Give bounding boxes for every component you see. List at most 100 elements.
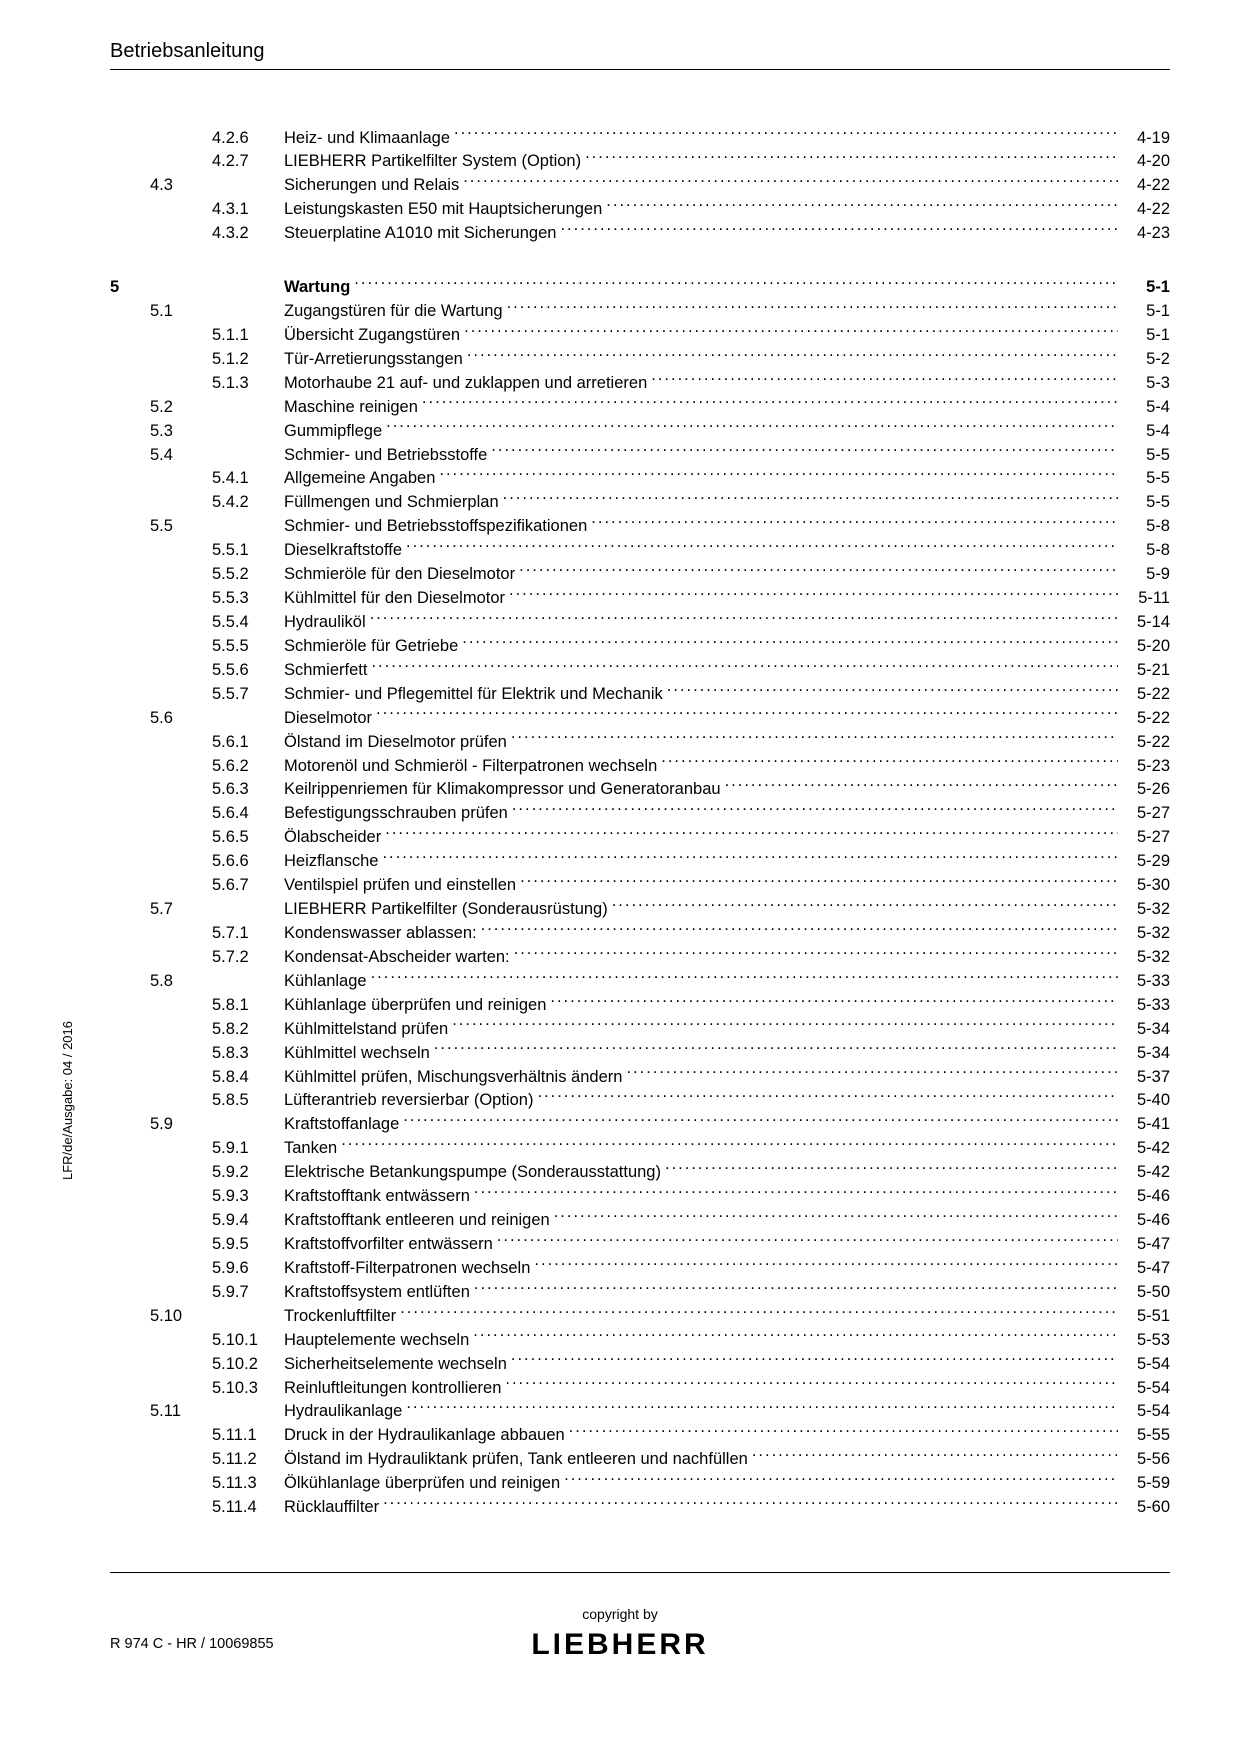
- toc-section-number: 5.4: [150, 444, 212, 467]
- toc-page-number: 5-1: [1118, 276, 1170, 299]
- toc-entry-title: Schmierfett: [284, 659, 371, 682]
- toc-row: 5.10.1Hauptelemente wechseln 5-53: [110, 1328, 1170, 1352]
- toc-subsection-number: 5.7.2: [212, 946, 284, 969]
- toc-page-number: 5-5: [1118, 467, 1170, 490]
- toc-page-number: 5-40: [1118, 1089, 1170, 1112]
- toc-leader-dots: [462, 634, 1118, 651]
- toc-section-number: 5.3: [150, 420, 212, 443]
- toc-entry-title: Hauptelemente wechseln: [284, 1329, 473, 1352]
- toc-leader-dots: [554, 1209, 1118, 1226]
- toc-page-number: 5-4: [1118, 396, 1170, 419]
- toc-page-number: 5-8: [1118, 515, 1170, 538]
- toc-leader-dots: [385, 826, 1118, 843]
- toc-leader-dots: [452, 1017, 1118, 1034]
- toc-row: 5.6.3Keilrippenriemen für Klimakompresso…: [110, 778, 1170, 802]
- toc-subsection-number: 5.9.7: [212, 1281, 284, 1304]
- toc-leader-dots: [383, 1496, 1118, 1513]
- toc-subsection-number: 5.6.5: [212, 826, 284, 849]
- toc-page-number: 5-21: [1118, 659, 1170, 682]
- toc-page-number: 5-34: [1118, 1042, 1170, 1065]
- toc-entry-title: Schmier- und Betriebsstoffe: [284, 444, 491, 467]
- toc-row: 5.1Zugangstüren für die Wartung 5-1: [110, 300, 1170, 324]
- toc-page-number: 4-23: [1118, 222, 1170, 245]
- toc-page-number: 4-22: [1118, 174, 1170, 197]
- toc-page-number: 5-1: [1118, 324, 1170, 347]
- toc-leader-dots: [514, 945, 1118, 962]
- toc-row: 5.9.1Tanken 5-42: [110, 1137, 1170, 1161]
- toc-row: 5.5.4Hydrauliköl 5-14: [110, 611, 1170, 635]
- toc-leader-dots: [560, 222, 1118, 239]
- toc-entry-title: Ölstand im Hydrauliktank prüfen, Tank en…: [284, 1448, 752, 1471]
- toc-leader-dots: [491, 443, 1118, 460]
- toc-entry-title: Kühlmittelstand prüfen: [284, 1018, 452, 1041]
- toc-leader-dots: [511, 1352, 1118, 1369]
- toc-row: 5.9.7Kraftstoffsystem entlüften 5-50: [110, 1280, 1170, 1304]
- toc-leader-dots: [463, 174, 1118, 191]
- toc-page-number: 5-33: [1118, 970, 1170, 993]
- toc-leader-dots: [376, 706, 1118, 723]
- toc-section-number: 5.8: [150, 970, 212, 993]
- toc-entry-title: Kraftstoffsystem entlüften: [284, 1281, 474, 1304]
- toc-leader-dots: [667, 682, 1118, 699]
- toc-leader-dots: [550, 993, 1118, 1010]
- toc-entry-title: Rücklauffilter: [284, 1496, 383, 1519]
- toc-page-number: 5-5: [1118, 491, 1170, 514]
- toc-row: 4.2.6Heiz- und Klimaanlage 4-19: [110, 126, 1170, 150]
- toc-leader-dots: [534, 1256, 1118, 1273]
- toc-page-number: 5-46: [1118, 1185, 1170, 1208]
- toc-subsection-number: 5.6.4: [212, 802, 284, 825]
- toc-entry-title: Füllmengen und Schmierplan: [284, 491, 503, 514]
- toc-page-number: 5-8: [1118, 539, 1170, 562]
- toc-entry-title: Gummipflege: [284, 420, 386, 443]
- toc-row: 5.10.2Sicherheitselemente wechseln 5-54: [110, 1352, 1170, 1376]
- toc-subsection-number: 5.6.2: [212, 755, 284, 778]
- toc-entry-title: Trockenluftfilter: [284, 1305, 400, 1328]
- toc-entry-title: Sicherheitselemente wechseln: [284, 1353, 511, 1376]
- copyright-text: copyright by: [0, 1606, 1240, 1622]
- toc-subsection-number: 4.3.2: [212, 222, 284, 245]
- toc-page-number: 5-51: [1118, 1305, 1170, 1328]
- toc-subsection-number: 5.1.2: [212, 348, 284, 371]
- toc-row: 5.5.1Dieselkraftstoffe 5-8: [110, 539, 1170, 563]
- toc-leader-dots: [341, 1137, 1118, 1154]
- toc-subsection-number: 5.10.2: [212, 1353, 284, 1376]
- toc-page-number: 5-41: [1118, 1113, 1170, 1136]
- toc-leader-dots: [406, 539, 1118, 556]
- toc-subsection-number: 5.11.4: [212, 1496, 284, 1519]
- toc-section-number: 5.10: [150, 1305, 212, 1328]
- toc-page-number: 5-42: [1118, 1137, 1170, 1160]
- toc-page-number: 5-33: [1118, 994, 1170, 1017]
- toc-leader-dots: [497, 1232, 1118, 1249]
- toc-entry-title: Übersicht Zugangstüren: [284, 324, 464, 347]
- toc-leader-dots: [606, 198, 1118, 215]
- toc-entry-title: Sicherungen und Relais: [284, 174, 463, 197]
- toc-row: 5.9.3Kraftstofftank entwässern 5-46: [110, 1185, 1170, 1209]
- toc-row: 5.5.6Schmierfett 5-21: [110, 658, 1170, 682]
- toc-leader-dots: [511, 730, 1118, 747]
- toc-subsection-number: 5.9.3: [212, 1185, 284, 1208]
- toc-row: 5.6.1Ölstand im Dieselmotor prüfen 5-22: [110, 730, 1170, 754]
- toc-leader-dots: [503, 491, 1118, 508]
- toc-page-number: 5-4: [1118, 420, 1170, 443]
- toc-subsection-number: 5.5.5: [212, 635, 284, 658]
- toc-row: 5.11.4Rücklauffilter 5-60: [110, 1496, 1170, 1520]
- toc-page-number: 5-59: [1118, 1472, 1170, 1495]
- toc-page-number: 5-54: [1118, 1400, 1170, 1423]
- toc-entry-title: Kraftstoffvorfilter entwässern: [284, 1233, 497, 1256]
- toc-leader-dots: [569, 1424, 1118, 1441]
- toc-row: 5.4Schmier- und Betriebsstoffe 5-5: [110, 443, 1170, 467]
- toc-row: 5.8.1Kühlanlage überprüfen und reinigen …: [110, 993, 1170, 1017]
- toc-leader-dots: [467, 347, 1118, 364]
- toc-row: 5Wartung 5-1: [110, 276, 1170, 300]
- toc-entry-title: Kühlmittel prüfen, Mischungsverhältnis ä…: [284, 1066, 626, 1089]
- toc-leader-dots: [665, 1161, 1118, 1178]
- toc-row: 5.3 Gummipflege 5-4: [110, 419, 1170, 443]
- toc-subsection-number: 4.2.6: [212, 127, 284, 150]
- toc-entry-title: Dieselmotor: [284, 707, 376, 730]
- toc-row: 5.8.5Lüfterantrieb reversierbar (Option)…: [110, 1089, 1170, 1113]
- toc-row: 4.3Sicherungen und Relais 4-22: [110, 174, 1170, 198]
- toc-row: 5.1.2Tür-Arretierungsstangen 5-2: [110, 347, 1170, 371]
- toc-entry-title: Kühlanlage überprüfen und reinigen: [284, 994, 550, 1017]
- toc-row: 5.4.1Allgemeine Angaben 5-5: [110, 467, 1170, 491]
- toc-entry-title: Schmier- und Betriebsstoffspezifikatione…: [284, 515, 591, 538]
